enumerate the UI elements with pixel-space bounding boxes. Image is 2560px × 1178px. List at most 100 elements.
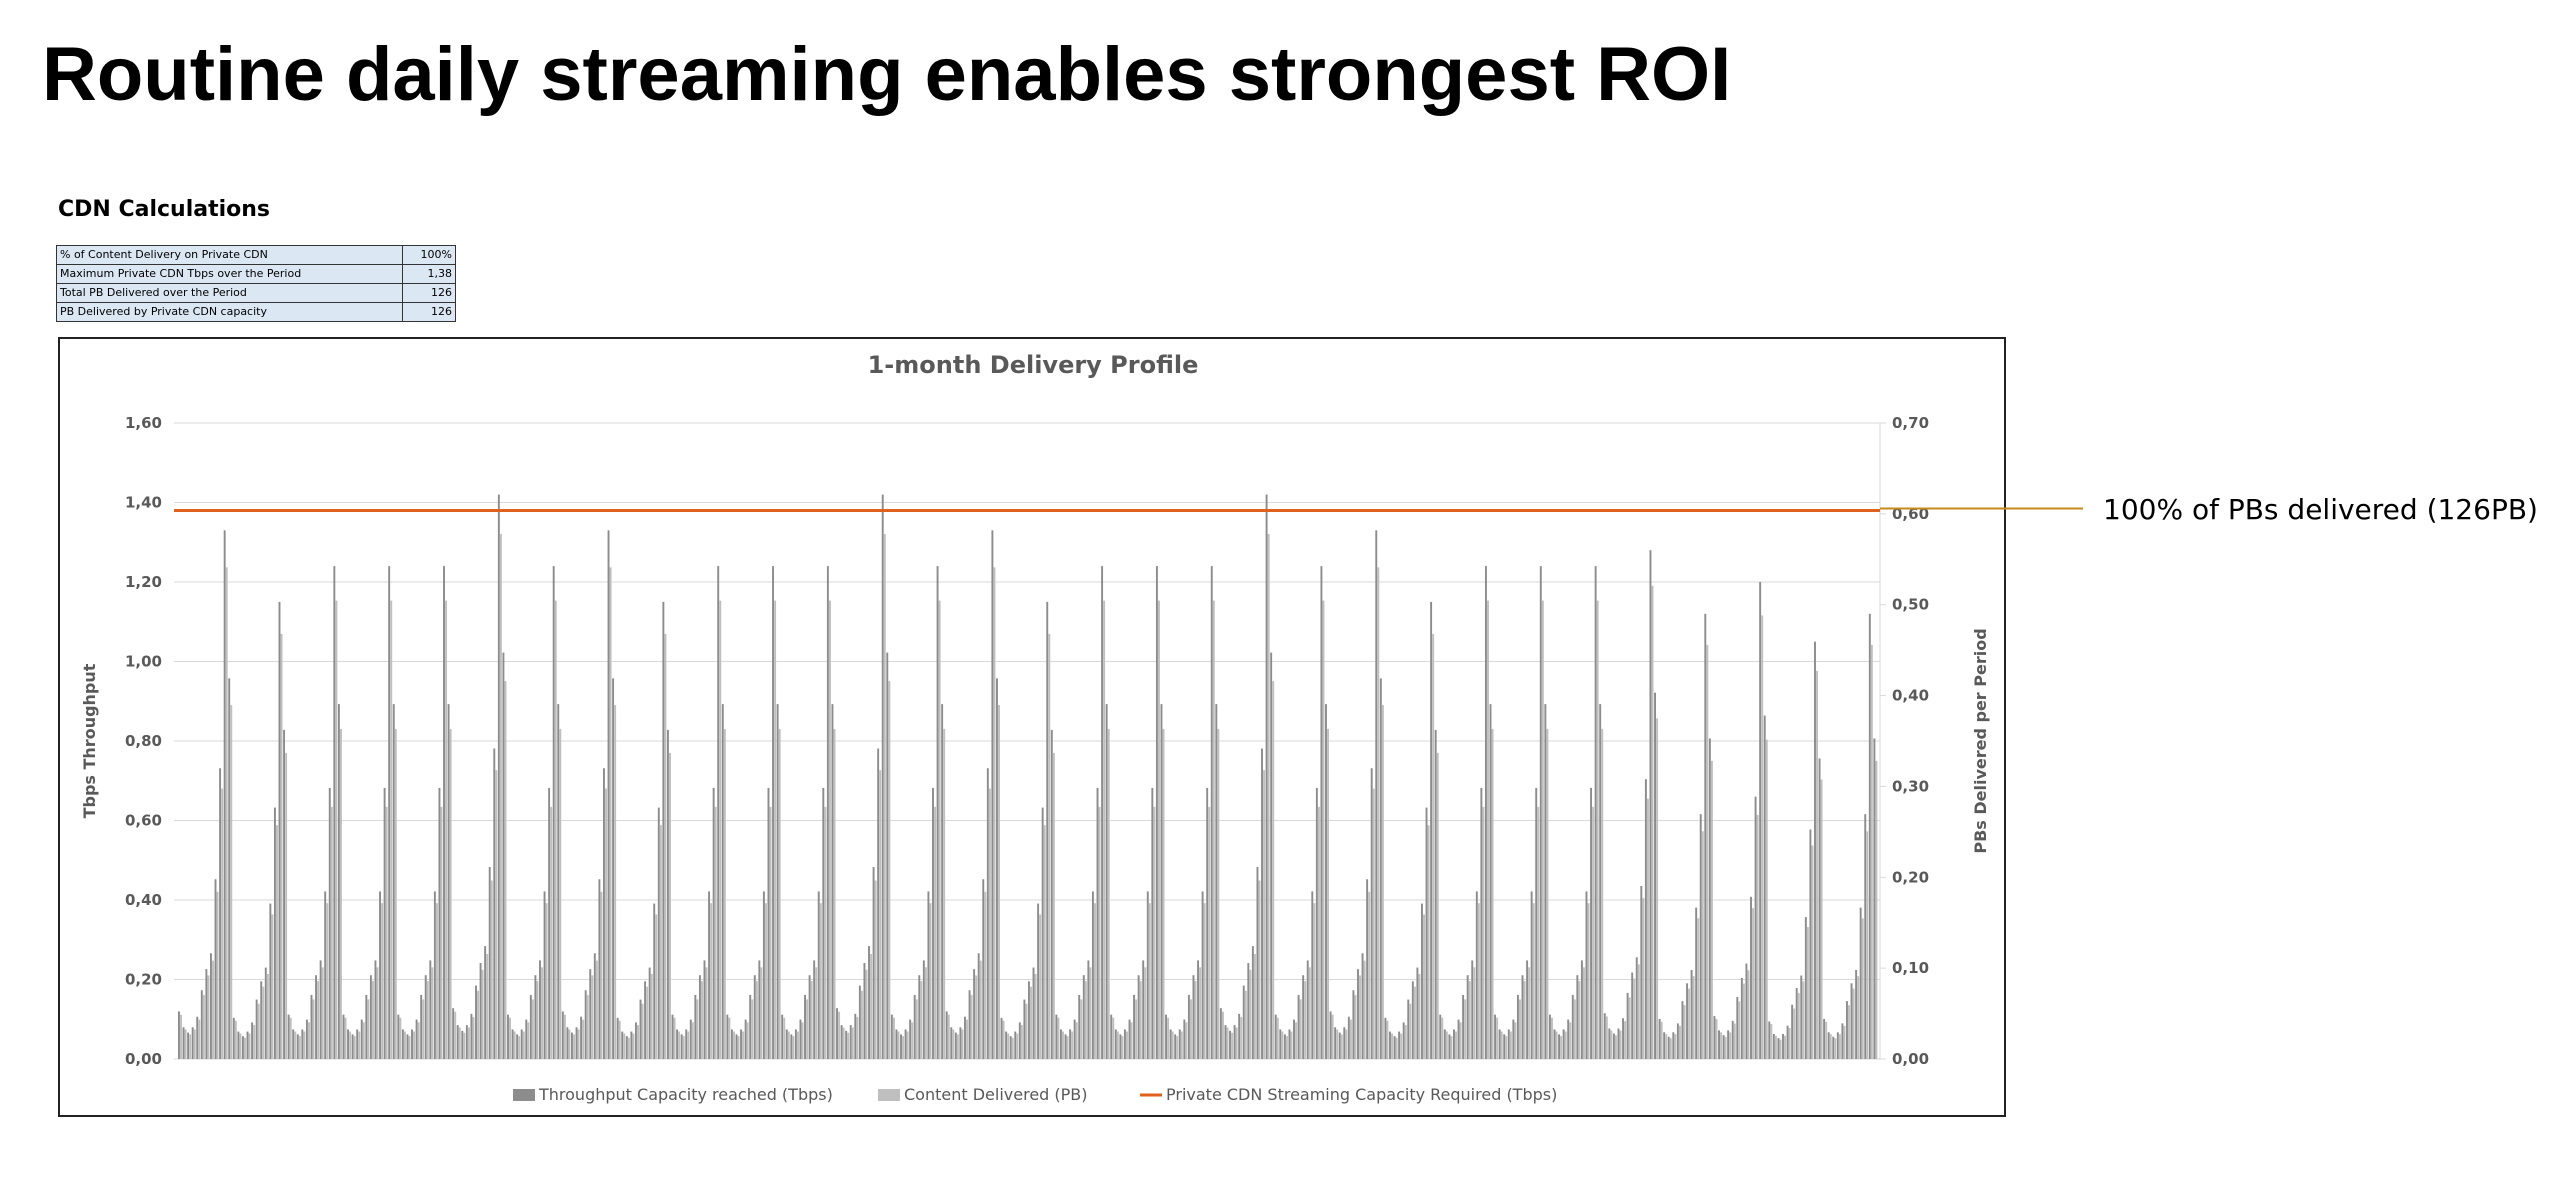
throughput-bar: [1402, 1022, 1405, 1059]
y2-tick-label: 0,00: [1892, 1050, 1929, 1068]
throughput-bar: [1439, 1014, 1442, 1059]
throughput-bar: [452, 1008, 455, 1059]
throughput-bar: [685, 1029, 688, 1059]
throughput-bar: [758, 960, 761, 1059]
throughput-bar: [849, 1025, 852, 1059]
throughput-bar: [1306, 960, 1309, 1059]
content-bar: [915, 999, 918, 1059]
content-bar: [1752, 908, 1755, 1059]
throughput-bar: [1754, 796, 1757, 1059]
throughput-bar: [776, 704, 779, 1059]
content-bar: [742, 1031, 745, 1059]
content-bar: [1071, 1031, 1074, 1059]
throughput-bar: [1654, 692, 1656, 1059]
throughput-bar: [1658, 1018, 1661, 1059]
throughput-bar: [1795, 988, 1798, 1059]
throughput-bar: [1832, 1036, 1835, 1059]
content-bar: [1148, 903, 1151, 1059]
content-bar: [1395, 1037, 1398, 1059]
throughput-bar: [251, 1022, 254, 1059]
legend-label-capacity: Private CDN Streaming Capacity Required …: [1166, 1085, 1557, 1104]
throughput-bar: [1539, 566, 1542, 1059]
content-bar: [1052, 752, 1055, 1059]
content-bar: [490, 880, 493, 1059]
content-bar: [1578, 981, 1581, 1059]
throughput-bar: [584, 990, 587, 1059]
content-bar: [1317, 806, 1320, 1059]
throughput-bar: [1466, 975, 1469, 1059]
content-bar: [431, 967, 434, 1059]
content-bar: [371, 981, 374, 1059]
content-bar: [659, 825, 662, 1059]
throughput-bar: [1370, 768, 1373, 1059]
throughput-bar: [241, 1036, 244, 1059]
content-bar: [1551, 1017, 1553, 1059]
content-bar: [1185, 1022, 1188, 1059]
throughput-bar: [822, 787, 825, 1059]
content-bar: [527, 1022, 530, 1059]
throughput-bar: [858, 985, 861, 1059]
throughput-bar: [1389, 1031, 1391, 1059]
content-bar: [1327, 728, 1330, 1059]
content-bar: [856, 1017, 859, 1059]
throughput-bar: [1480, 787, 1483, 1059]
content-bar: [376, 967, 379, 1059]
throughput-bar: [1462, 994, 1465, 1059]
content-bar: [294, 1031, 297, 1059]
throughput-bar: [1530, 891, 1533, 1059]
throughput-bar: [205, 969, 208, 1059]
throughput-bar: [1233, 1025, 1236, 1059]
throughput-bar: [1357, 969, 1359, 1059]
content-bar: [1126, 1031, 1128, 1059]
throughput-bar: [406, 1034, 409, 1059]
throughput-bar: [1635, 957, 1638, 1059]
throughput-bar: [347, 1029, 350, 1059]
throughput-bar: [196, 1016, 199, 1059]
content-bar: [531, 999, 534, 1059]
content-bar: [207, 975, 210, 1059]
content-bar: [710, 903, 713, 1059]
content-bar: [1272, 681, 1275, 1059]
content-bar: [1144, 967, 1147, 1059]
cdn-calculations-table: % of Content Delivery on Private CDN 100…: [56, 245, 456, 322]
chart-legend: Throughput Capacity reached (Tbps) Conte…: [513, 1085, 1557, 1104]
content-bar: [796, 1031, 799, 1059]
content-bar: [577, 1029, 580, 1059]
content-bar: [1057, 1017, 1060, 1059]
content-bar: [550, 806, 553, 1059]
content-bar: [362, 1022, 365, 1059]
content-bar: [1386, 1020, 1389, 1059]
throughput-bar: [337, 704, 340, 1059]
y2-axis-label: PBs Delivered per Period: [1971, 628, 1990, 853]
throughput-bar: [1283, 1034, 1286, 1059]
content-bar: [472, 1017, 475, 1059]
throughput-bar: [1123, 1029, 1126, 1059]
throughput-bar: [1640, 886, 1643, 1059]
throughput-bar: [881, 494, 884, 1059]
content-bar: [1098, 806, 1101, 1059]
content-bar: [403, 1031, 406, 1059]
content-bar: [1409, 1003, 1412, 1059]
throughput-bar: [1288, 1029, 1291, 1059]
content-bar: [988, 788, 991, 1059]
throughput-bar: [374, 960, 377, 1059]
content-bar: [650, 973, 653, 1059]
throughput-bar: [1265, 494, 1268, 1059]
throughput-bar: [689, 1019, 692, 1059]
throughput-bar: [1713, 1016, 1716, 1059]
content-bar: [1253, 954, 1256, 1059]
throughput-bar: [1855, 969, 1858, 1059]
content-bar: [1084, 981, 1087, 1059]
throughput-bar: [315, 975, 318, 1059]
throughput-bar: [877, 748, 880, 1059]
content-bar: [1519, 999, 1521, 1059]
throughput-bar: [278, 601, 281, 1059]
content-bar: [664, 633, 667, 1059]
content-bar: [806, 999, 809, 1059]
throughput-bar: [996, 678, 998, 1059]
content-bar: [1665, 1034, 1668, 1059]
throughput-bar: [703, 960, 706, 1059]
content-bar: [614, 704, 617, 1059]
throughput-bar: [1329, 1011, 1332, 1059]
throughput-bar: [1165, 1014, 1168, 1059]
